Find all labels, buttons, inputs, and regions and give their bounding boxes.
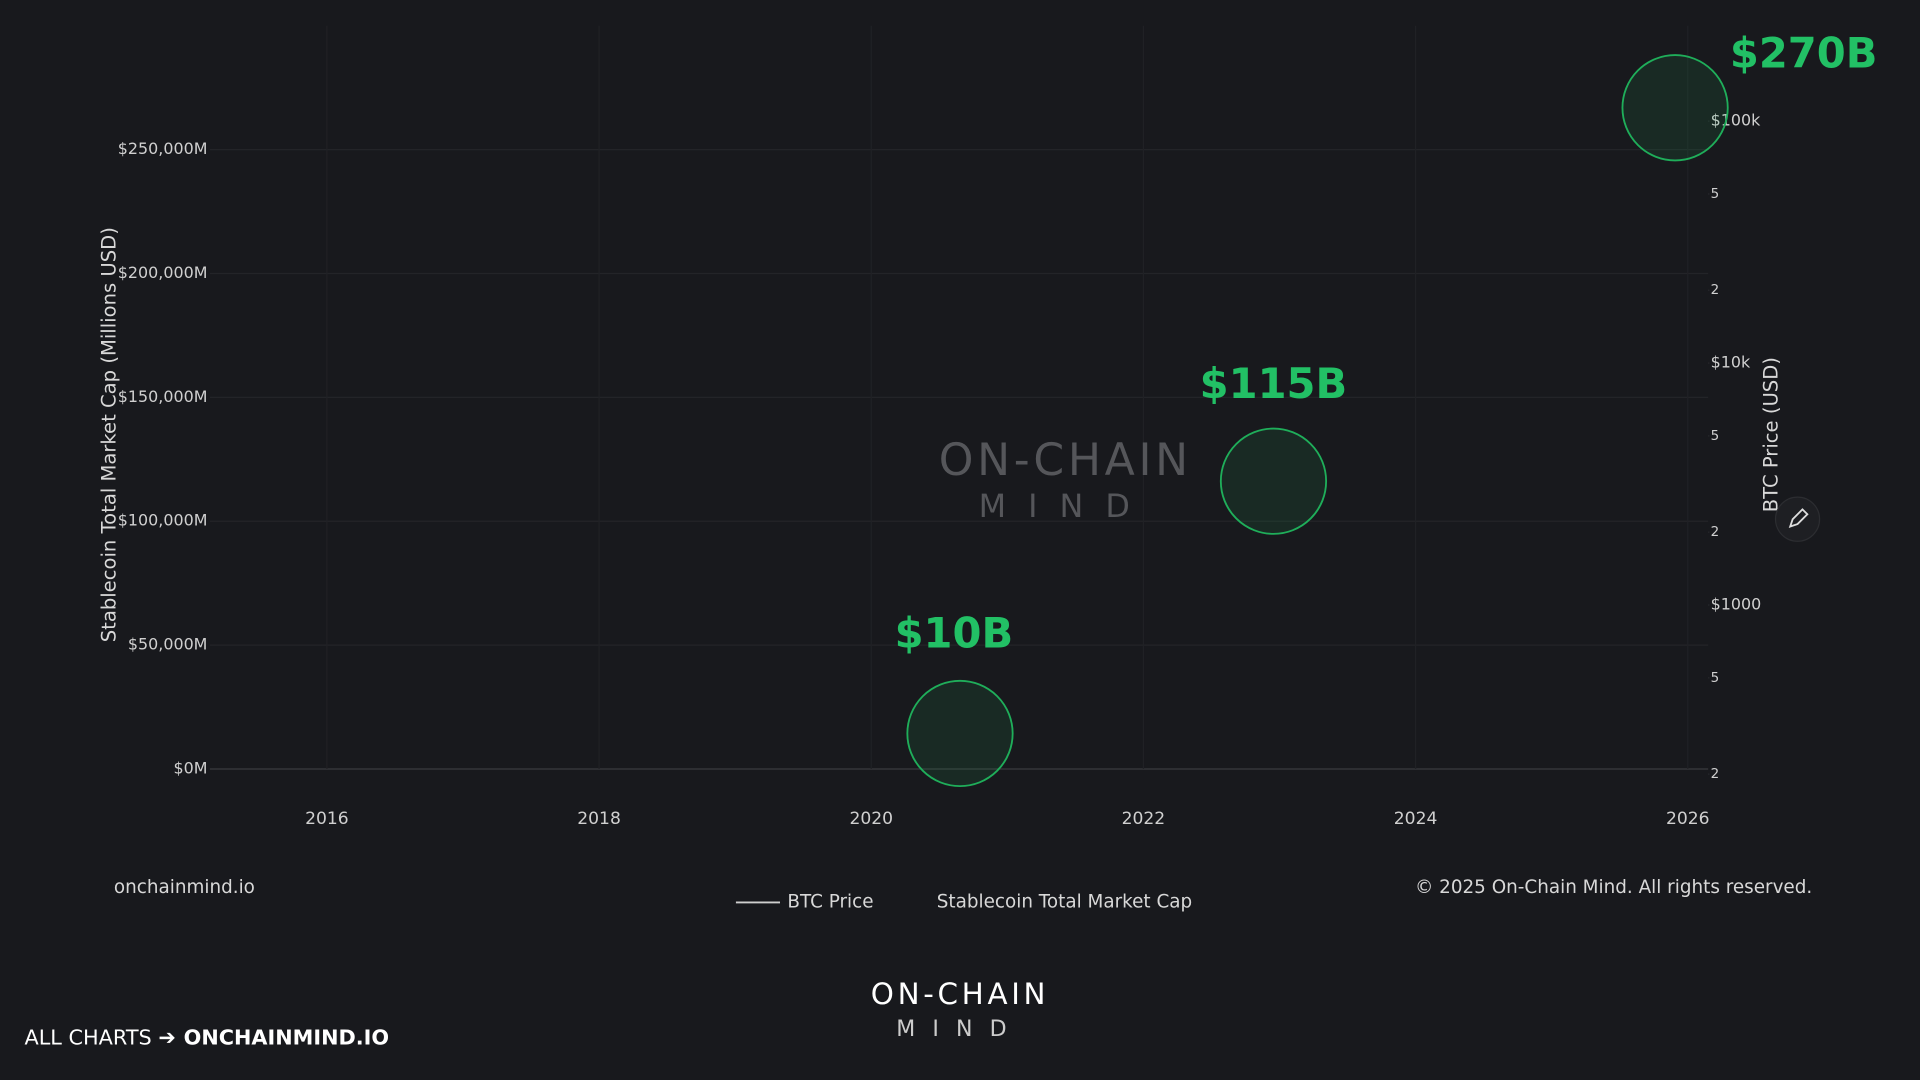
y2-tick-label: 2: [1711, 525, 1720, 540]
y-tick-label: $100,000M: [118, 511, 208, 530]
y2-tick-label: 5: [1711, 187, 1720, 202]
y-tick-label: $150,000M: [118, 387, 208, 406]
annotation-circle: [1219, 427, 1328, 535]
watermark: ON-CHAIN: [939, 435, 1192, 486]
watermark: MIND: [979, 487, 1152, 525]
annotation-circle: [1621, 54, 1729, 162]
footer-prefix: ALL CHARTS ➔: [24, 1025, 175, 1049]
y2-tick-label: $1000: [1711, 595, 1762, 614]
x-tick-label: 2016: [305, 809, 349, 829]
x-tick-label: 2022: [1122, 809, 1166, 829]
annotation-circle: [906, 679, 1014, 788]
y-tick-label: $0M: [173, 758, 207, 777]
y-axis-title: Stablecoin Total Market Cap (Millions US…: [98, 227, 121, 642]
x-tick-label: 2018: [577, 809, 621, 829]
annotation: $115B: [1200, 359, 1348, 408]
footer-link[interactable]: ONCHAINMIND.IO: [184, 1025, 389, 1049]
grid: [209, 25, 1710, 775]
x-tick-label: 2026: [1666, 809, 1710, 829]
annotation: $270B: [1730, 28, 1878, 77]
annotation: $10B: [895, 609, 1014, 658]
y2-tick-label: 5: [1711, 429, 1720, 444]
y-tick-label: $200,000M: [118, 263, 208, 282]
edit-icon: [1788, 508, 1809, 528]
y2-tick-label: $100k: [1711, 111, 1761, 130]
legend-label: BTC Price: [787, 891, 873, 912]
y2-tick-label: $10k: [1711, 353, 1751, 372]
x-tick-label: 2024: [1394, 809, 1438, 829]
logo-bottom: MIND: [896, 1017, 1024, 1042]
legend-label: Stablecoin Total Market Cap: [937, 891, 1192, 912]
y2-tick-label: 2: [1711, 283, 1720, 298]
source: onchainmind.io: [114, 877, 255, 898]
y2-axis-title: BTC Price (USD): [1759, 357, 1782, 512]
edit-button-bg[interactable]: [1774, 496, 1821, 542]
y-tick-label: $250,000M: [118, 139, 208, 158]
copyright: © 2025 On-Chain Mind. All rights reserve…: [1415, 877, 1812, 898]
logo-top: ON-CHAIN: [871, 977, 1049, 1011]
x-tick-label: 2020: [849, 809, 893, 829]
edit-button[interactable]: [1774, 496, 1821, 542]
y2-tick-label: 2: [1711, 767, 1720, 782]
y2-tick-label: 5: [1711, 671, 1720, 686]
y-tick-label: $50,000M: [128, 635, 208, 654]
